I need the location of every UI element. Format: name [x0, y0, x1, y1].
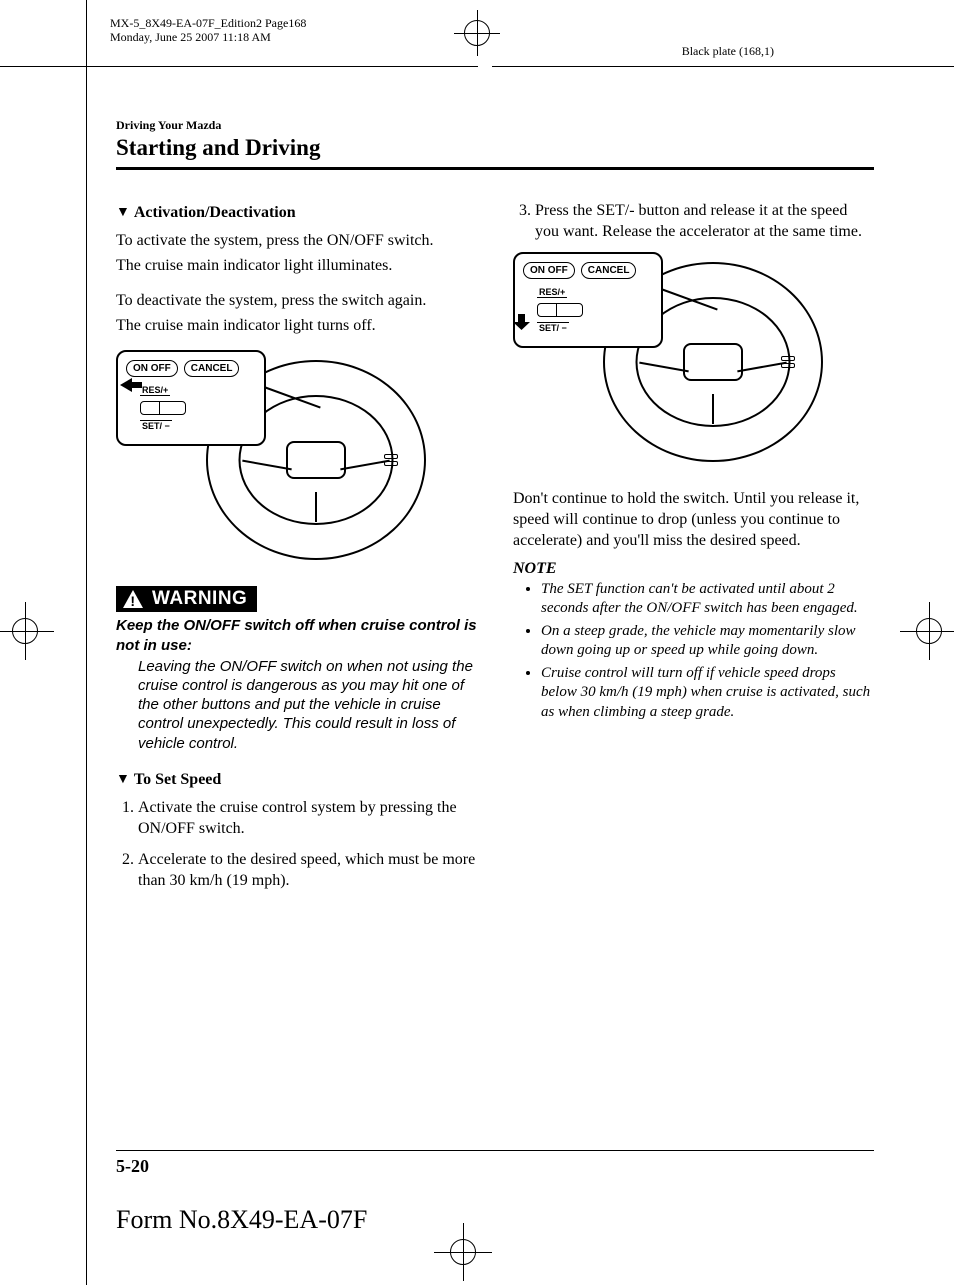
steps-list-continued: Press the SET/- button and release it at… — [513, 200, 874, 242]
warning-box: ! WARNING Keep the ON/OFF switch off whe… — [116, 586, 477, 752]
cruise-switch-callout: ON OFF CANCEL RES/+ SET/ − — [116, 350, 266, 446]
register-mark-top-icon — [460, 10, 494, 56]
notes-list: The SET function can't be activated unti… — [513, 580, 874, 722]
right-column: Press the SET/- button and release it at… — [513, 200, 874, 901]
warning-banner: ! WARNING — [116, 586, 257, 612]
page-number: 5-20 — [116, 1156, 149, 1177]
cancel-button-label: CANCEL — [581, 262, 637, 279]
warning-lead: Keep the ON/OFF switch off when cruise c… — [116, 616, 477, 654]
steering-wheel-figure: ON OFF CANCEL RES/+ SET/ − — [116, 350, 426, 570]
steps-list: Activate the cruise control system by pr… — [116, 797, 477, 891]
edition-line-1: MX-5_8X49-EA-07F_Edition2 Page168 — [110, 16, 306, 31]
subhead-activation-text: Activation/Deactivation — [134, 204, 296, 221]
left-column: ▼Activation/Deactivation To activate the… — [116, 200, 477, 901]
svg-text:!: ! — [130, 593, 135, 609]
set-minus-label: SET/ − — [140, 420, 172, 431]
section-breadcrumb: Driving Your Mazda — [116, 118, 874, 133]
warning-body: Leaving the ON/OFF switch on when not us… — [116, 657, 477, 753]
arrow-set-icon — [513, 314, 531, 335]
cruise-switch-callout: ON OFF CANCEL RES/+ SET/ − — [513, 252, 663, 348]
note-item: On a steep grade, the vehicle may moment… — [541, 622, 874, 660]
warning-triangle-icon: ! — [122, 589, 144, 609]
triangle-down-icon: ▼ — [116, 205, 130, 221]
toggle-switch-icon — [140, 401, 186, 415]
register-mark-right-icon — [906, 608, 952, 654]
edition-line-2: Monday, June 25 2007 11:18 AM — [110, 30, 271, 45]
on-off-button-label: ON OFF — [523, 262, 575, 279]
subhead-set-speed-text: To Set Speed — [134, 771, 221, 788]
body-text: The cruise main indicator light illumina… — [116, 255, 477, 276]
register-mark-left-icon — [2, 608, 48, 654]
body-text: Don't continue to hold the switch. Until… — [513, 488, 874, 551]
page-content: Driving Your Mazda Starting and Driving … — [116, 118, 874, 1245]
black-plate-label: Black plate (168,1) — [682, 44, 774, 59]
toggle-switch-icon — [537, 303, 583, 317]
subhead-set-speed: ▼To Set Speed — [116, 771, 477, 789]
crop-line — [0, 66, 478, 67]
step-item: Accelerate to the desired speed, which m… — [138, 849, 477, 891]
set-minus-label: SET/ − — [537, 322, 569, 333]
triangle-down-icon: ▼ — [116, 772, 130, 788]
title-rule — [116, 167, 874, 170]
crop-line — [86, 0, 87, 1285]
body-text: To activate the system, press the ON/OFF… — [116, 230, 477, 251]
res-plus-label: RES/+ — [537, 287, 567, 298]
footer-rule — [116, 1150, 874, 1151]
body-text: The cruise main indicator light turns of… — [116, 315, 477, 336]
subhead-activation: ▼Activation/Deactivation — [116, 204, 477, 222]
warning-banner-text: WARNING — [152, 588, 247, 610]
paragraph-block: To deactivate the system, press the swit… — [116, 290, 477, 336]
note-item: The SET function can't be activated unti… — [541, 580, 874, 618]
two-column-layout: ▼Activation/Deactivation To activate the… — [116, 200, 874, 901]
form-number: Form No.8X49-EA-07F — [116, 1205, 367, 1235]
paragraph-block: To activate the system, press the ON/OFF… — [116, 230, 477, 276]
note-heading: NOTE — [513, 560, 874, 578]
step-item: Activate the cruise control system by pr… — [138, 797, 477, 839]
cancel-button-label: CANCEL — [184, 360, 240, 377]
on-off-button-label: ON OFF — [126, 360, 178, 377]
body-text: To deactivate the system, press the swit… — [116, 290, 477, 311]
crop-line — [492, 66, 954, 67]
steering-wheel-figure: ON OFF CANCEL RES/+ SET/ − — [513, 252, 823, 472]
note-item: Cruise control will turn off if vehicle … — [541, 664, 874, 722]
step-item: Press the SET/- button and release it at… — [535, 200, 874, 242]
arrow-onoff-icon — [120, 378, 142, 392]
res-plus-label: RES/+ — [140, 385, 170, 396]
page-title: Starting and Driving — [116, 135, 874, 161]
